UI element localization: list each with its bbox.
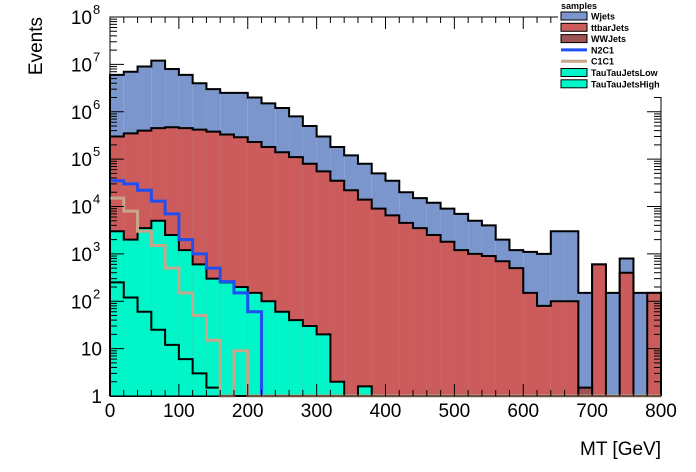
bar-ttbarJets-19 xyxy=(371,208,386,396)
x-tick-label: 600 xyxy=(507,401,539,422)
bar-ttbarJets-17 xyxy=(344,190,358,396)
y-tick-label: 10 xyxy=(71,103,92,124)
y-tick-label: 10 xyxy=(81,340,102,361)
bar-TauTauJetsHigh-7 xyxy=(206,387,221,396)
y-tick-label: 10 xyxy=(71,8,92,29)
bar-TauTauJetsHigh-5 xyxy=(178,359,193,396)
y-tick-exponent: 5 xyxy=(93,144,100,159)
legend-swatch-TauTauJetsLow xyxy=(560,68,588,77)
bar-Wjets-34 xyxy=(578,292,593,396)
bar-ttbarJets-31 xyxy=(537,305,551,396)
x-tick-label: 700 xyxy=(576,401,608,422)
legend-label-C1C1: C1C1 xyxy=(591,57,614,67)
bar-TauTauJetsLow-12 xyxy=(275,311,290,396)
bar-TauTauJetsLow-18 xyxy=(357,386,372,396)
bar-ttbarJets-27 xyxy=(481,256,496,396)
bar-TauTauJetsHigh-1 xyxy=(123,297,138,396)
bar-TauTauJetsLow-10 xyxy=(247,292,262,396)
bar-TauTauJetsLow-8 xyxy=(220,282,234,396)
y-axis-label: Events xyxy=(26,17,47,75)
bar-TauTauJetsHigh-0 xyxy=(110,282,124,396)
bar-ttbarJets-16 xyxy=(330,180,345,396)
legend-label-TauTauJetsLow: TauTauJetsLow xyxy=(591,68,659,78)
bar-TauTauJetsLow-9 xyxy=(233,286,248,396)
legend-label-Wjets: Wjets xyxy=(591,12,615,22)
x-tick-label: 400 xyxy=(370,401,402,422)
bar-TauTauJetsLow-15 xyxy=(316,334,331,396)
bar-TauTauJetsLow-7 xyxy=(206,278,221,396)
y-tick-exponent: 8 xyxy=(93,2,100,17)
x-tick-label: 200 xyxy=(232,401,264,422)
bar-ttbarJets-30 xyxy=(523,292,538,396)
bar-ttbarJets-32 xyxy=(550,301,565,396)
legend-title: samples xyxy=(561,1,597,11)
bar-TauTauJetsLow-6 xyxy=(192,264,207,396)
bar-ttbarJets-23 xyxy=(426,235,441,396)
bar-ttbarJets-18 xyxy=(357,199,372,396)
bar-ttbarJets-26 xyxy=(468,253,482,396)
bar-ttbarJets-24 xyxy=(440,241,455,396)
bar-ttbarJets-28 xyxy=(495,261,510,396)
outline-ttbarJets xyxy=(109,126,662,397)
bar-WWJets-34 xyxy=(578,387,593,396)
bar-ttbarJets-35 xyxy=(592,264,606,396)
legend-label-TauTauJetsHigh: TauTauJetsHigh xyxy=(591,79,660,89)
y-tick-label: 10 xyxy=(71,55,92,76)
bar-Wjets-36 xyxy=(605,292,620,396)
legend-label-ttbarJets: ttbarJets xyxy=(591,23,629,33)
legend-swatch-Wjets xyxy=(560,11,588,21)
x-tick-label: 500 xyxy=(439,401,471,422)
x-tick-label: 800 xyxy=(645,401,677,422)
bar-ttbarJets-37 xyxy=(619,272,634,396)
bar-TauTauJetsLow-11 xyxy=(261,301,276,396)
y-tick-label: 10 xyxy=(71,150,92,171)
bar-ttbarJets-33 xyxy=(564,301,579,396)
bar-TauTauJetsHigh-2 xyxy=(137,311,152,396)
legend-swatch-WWJets xyxy=(560,34,588,44)
y-tick-label: 10 xyxy=(71,245,92,266)
y-tick-label: 1 xyxy=(91,387,102,408)
bar-ttbarJets-29 xyxy=(509,268,524,396)
bar-TauTauJetsHigh-3 xyxy=(151,329,166,396)
bar-Wjets-38 xyxy=(633,292,648,396)
legend-label-N2C1: N2C1 xyxy=(591,45,614,55)
bar-TauTauJetsLow-13 xyxy=(289,320,303,396)
legend-swatch-TauTauJetsHigh xyxy=(560,79,588,89)
bar-TauTauJetsHigh-6 xyxy=(192,373,207,396)
x-tick-label: 100 xyxy=(163,401,195,422)
legend-swatch-ttbarJets xyxy=(560,22,588,32)
x-axis-label: MT [GeV] xyxy=(580,439,661,460)
bar-TauTauJetsLow-14 xyxy=(302,326,317,396)
bar-TauTauJetsHigh-4 xyxy=(165,344,179,396)
stack-fills xyxy=(109,59,662,397)
y-tick-label: 10 xyxy=(71,292,92,313)
y-tick-label: 10 xyxy=(71,198,92,219)
bar-ttbarJets-22 xyxy=(413,228,427,396)
legend-label-WWJets: WWJets xyxy=(591,34,626,44)
bar-TauTauJetsLow-16 xyxy=(330,381,345,396)
bar-ttbarJets-25 xyxy=(454,250,469,396)
bar-ttbarJets-20 xyxy=(385,215,400,396)
y-tick-exponent: 2 xyxy=(93,286,100,301)
line-N2C1 xyxy=(110,179,276,398)
bar-ttbarJets-21 xyxy=(399,222,414,396)
outline-Wjets xyxy=(109,59,662,396)
x-tick-label: 300 xyxy=(301,401,333,422)
y-tick-exponent: 4 xyxy=(93,192,100,207)
x-tick-label: 0 xyxy=(105,401,116,422)
y-tick-exponent: 3 xyxy=(93,239,100,254)
legend: samples WjetsttbarJetsWWJetsN2C1C1C1TauT… xyxy=(558,1,678,97)
bar-ttbarJets-39 xyxy=(647,292,661,396)
y-tick-exponent: 7 xyxy=(93,49,100,64)
y-tick-exponent: 6 xyxy=(93,97,100,112)
line-C1C1 xyxy=(110,196,262,398)
